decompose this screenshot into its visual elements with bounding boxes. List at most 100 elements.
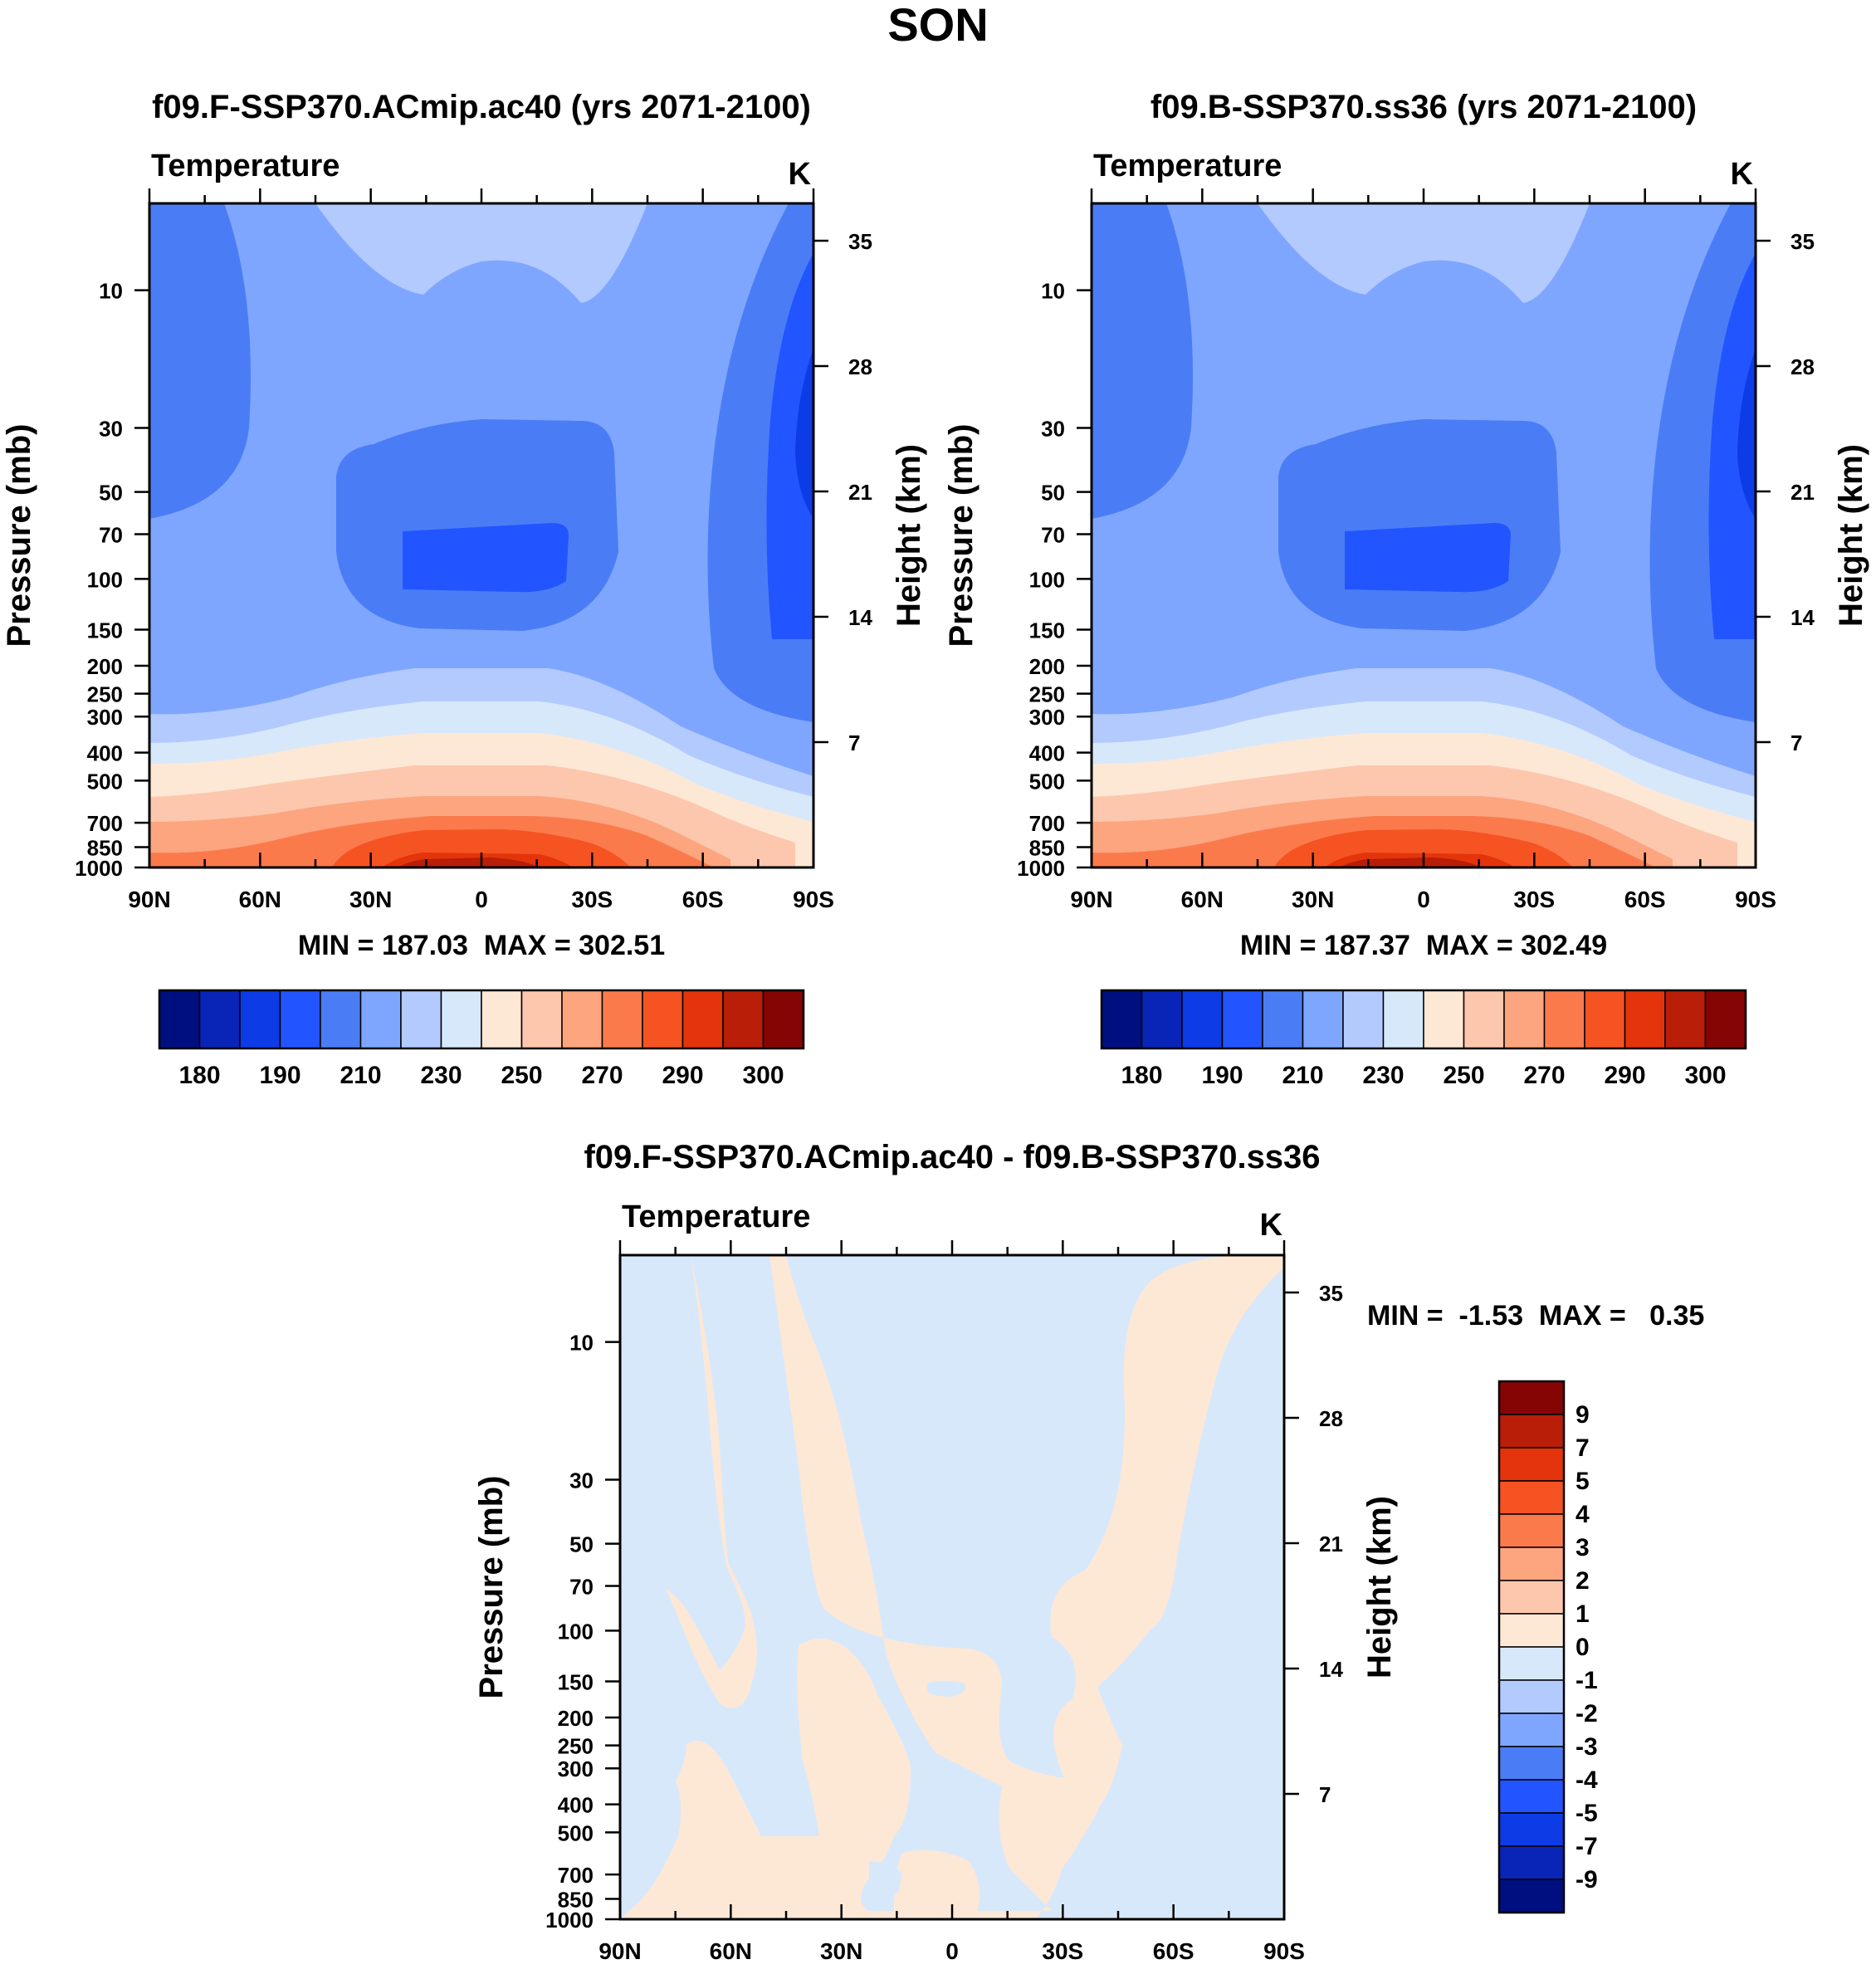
panel-b-x-tick-label: 60N — [1181, 887, 1224, 912]
panel-a-colorbar-label: 270 — [581, 1062, 623, 1089]
panel-diff-colorbar-label: -9 — [1576, 1866, 1598, 1893]
panel-a-colorbar-box — [481, 990, 523, 1049]
panel-diff-colorbar-box — [1498, 1746, 1565, 1781]
panel-b-colorbar-box — [1382, 990, 1424, 1049]
panel-diff-colorbar-box — [1498, 1613, 1565, 1648]
panel-b-x-tick-label: 0 — [1417, 887, 1430, 912]
panel-a-y-tick-label: 850 — [87, 835, 123, 860]
panel-diff-x-tick-label: 30S — [1042, 1938, 1083, 1964]
panel-b-left-string: Temperature — [1093, 149, 1282, 183]
panel-a-left-string: Temperature — [151, 149, 340, 183]
panel-diff-colorbar-label: -1 — [1576, 1667, 1598, 1694]
panel-diff-left-string: Temperature — [622, 1200, 810, 1234]
panel-b-x-tick-label: 30N — [1292, 887, 1334, 912]
panel-a-x-tick-label: 60S — [682, 887, 724, 912]
panel-a-colorbar-box — [762, 990, 804, 1049]
panel-b-right-string: K — [1731, 157, 1754, 192]
panel-a-colorbar-box — [320, 990, 362, 1049]
panel-diff-field — [620, 1255, 1284, 1919]
panel-diff-ylabel: Pressure (mb) — [473, 1476, 510, 1699]
panel-diff-y2-tick-label: 21 — [1319, 1532, 1343, 1556]
panel-diff-y-tick-label: 500 — [558, 1820, 594, 1845]
panel-diff-x-tick-label: 30N — [820, 1938, 862, 1964]
panel-a-colorbar-box — [642, 990, 684, 1049]
panel-diff-x-tick-label: 60N — [710, 1938, 752, 1964]
panel-a-colorbar: 180 190 210 230 250 270 290 300 — [158, 989, 805, 1089]
panel-a-colorbar-box — [159, 990, 201, 1049]
panel-b-x-ticks: 90N 60N 30N 0 30S 60S 90S — [1070, 188, 1776, 912]
panel-b-x-tick-label: 30S — [1513, 887, 1555, 912]
panel-b-y-tick-label: 400 — [1029, 741, 1065, 766]
panel-b-y-tick-label: 700 — [1029, 811, 1065, 836]
panel-a-y-tick-label: 10 — [99, 279, 123, 304]
panel-a-colorbar-label: 190 — [259, 1062, 300, 1089]
panel-b-colorbar-box — [1463, 990, 1505, 1049]
panel-a-y-tick-label: 200 — [87, 654, 123, 679]
panel-diff-stats: MIN = -1.53 MAX = 0.35 — [1367, 1300, 1704, 1332]
panel-b-colorbar-label: 230 — [1362, 1062, 1404, 1089]
panel-diff-colorbar-label: 7 — [1576, 1434, 1590, 1462]
panel-a-x-tick-label: 30S — [571, 887, 613, 912]
panel-a-colorbar-frame — [158, 989, 805, 1050]
panel-a-y-tick-label: 150 — [87, 618, 123, 643]
panel-b-field — [1092, 203, 1756, 867]
panel-diff-y-tick-label: 50 — [569, 1532, 594, 1557]
panel-b-title: f09.B-SSP370.ss36 (yrs 2071-2100) — [1151, 89, 1697, 125]
panel-b-y-tick-label: 70 — [1041, 522, 1065, 547]
panel-a-colorbar-label: 250 — [501, 1062, 542, 1089]
panel-a-colorbar-label: 300 — [742, 1062, 784, 1089]
panel-b-colorbar-box — [1101, 990, 1143, 1049]
panel-diff-y2-tick-label: 7 — [1319, 1782, 1331, 1807]
panel-b-y2-tick-label: 35 — [1791, 229, 1815, 254]
panel-b-y2-tick-label: 14 — [1791, 605, 1815, 630]
panel-a-y-tick-label: 30 — [99, 417, 123, 442]
panel-a-y-tick-label: 250 — [87, 682, 123, 707]
panel-a-colorbar-box — [440, 990, 482, 1049]
panel-a-right-string: K — [789, 157, 812, 192]
panel-diff-colorbar-box — [1498, 1679, 1565, 1714]
panel-b-colorbar-box — [1543, 990, 1585, 1049]
panel-b-y-tick-label: 100 — [1029, 567, 1065, 592]
panel-b-y-tick-label: 150 — [1029, 618, 1065, 643]
panel-diff-colorbar-label: 1 — [1576, 1600, 1590, 1628]
panel-b-colorbar-box — [1262, 990, 1304, 1049]
panel-b-colorbar: 180 190 210 230 250 270 290 300 — [1100, 989, 1747, 1089]
panel-diff-colorbar-box — [1498, 1513, 1565, 1548]
panel-a-y2-tick-label: 28 — [848, 354, 872, 379]
panel-diff: f09.F-SSP370.ACmip.ac40 - f09.B-SSP370.s… — [473, 1139, 1704, 1964]
panel-b-y-tick-label: 250 — [1029, 682, 1065, 707]
panel-diff-colorbar: 9 7 5 4 3 2 1 0 -1 -2 -3 -4 -5 -7 -9 — [1497, 1380, 1598, 1914]
panel-diff-colorbar-label: 3 — [1576, 1534, 1590, 1561]
panel-diff-y-tick-label: 1000 — [545, 1908, 594, 1933]
panel-b-colorbar-label: 300 — [1684, 1062, 1726, 1089]
panel-diff-colorbar-box — [1498, 1879, 1565, 1913]
panel-diff-colorbar-box — [1498, 1547, 1565, 1581]
panel-b-colorbar-label: 210 — [1282, 1062, 1323, 1089]
panel-a-x-tick-label: 60N — [239, 887, 281, 912]
panel-diff-colorbar-label: -3 — [1576, 1733, 1598, 1761]
panel-diff-colorbar-box — [1498, 1779, 1565, 1814]
panel-b-y-tick-label: 200 — [1029, 654, 1065, 679]
panel-b-colorbar-box — [1302, 990, 1344, 1049]
panel-diff-colorbar-label: -5 — [1576, 1800, 1598, 1827]
panel-a-y2-tick-label: 7 — [848, 731, 860, 755]
panel-b-colorbar-box — [1181, 990, 1224, 1049]
panel-diff-colorbar-box — [1498, 1646, 1565, 1681]
panel-b-y2-tick-label: 21 — [1791, 480, 1815, 505]
panel-b-colorbar-box — [1704, 990, 1747, 1049]
panel-a-y2-tick-label: 35 — [848, 229, 872, 254]
panel-b-y2-tick-label: 28 — [1791, 354, 1815, 379]
panel-diff-x-tick-label: 60S — [1153, 1938, 1194, 1964]
panel-a: f09.F-SSP370.ACmip.ac40 (yrs 2071-2100) … — [1, 89, 927, 1089]
panel-diff-colorbar-frame — [1497, 1380, 1566, 1914]
panel-diff-x-tick-label: 90N — [598, 1938, 641, 1964]
panel-a-y-tick-label: 300 — [87, 705, 123, 730]
panel-diff-y2-tick-label: 28 — [1319, 1406, 1343, 1431]
panel-a-colorbar-label: 180 — [178, 1062, 220, 1089]
panel-a-x-ticks: 90N 60N 30N 0 30S 60S 90S — [128, 188, 834, 912]
panel-a-colorbar-box — [601, 990, 643, 1049]
panel-b-x-tick-label: 90N — [1070, 887, 1112, 912]
panel-diff-colorbar-label: -4 — [1576, 1766, 1598, 1794]
panel-diff-y-tick-label: 200 — [558, 1706, 594, 1731]
